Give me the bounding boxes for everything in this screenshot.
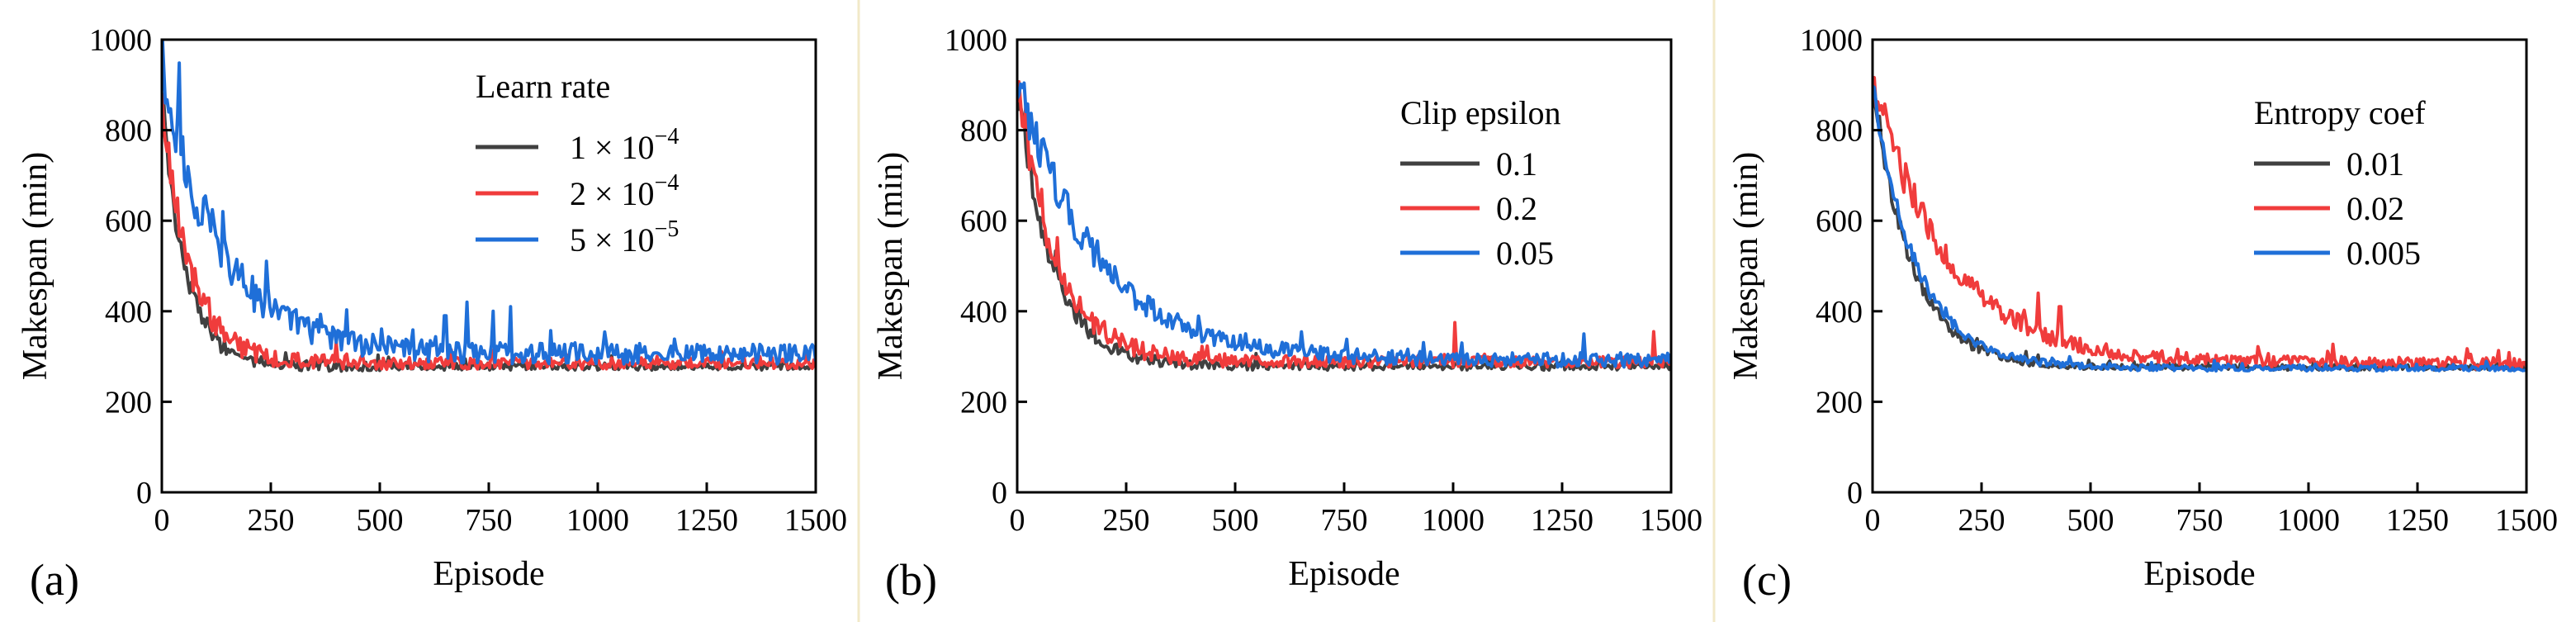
chart-panel-b: 0 250 500 750 1000 1250 1500 0 200 400 600 800 1000 E… [872,23,1702,605]
legend-entry-1: 0.1 [1496,145,1537,183]
y-tick-label: 200 [1816,385,1863,420]
x-tick-label: 750 [466,503,513,538]
x-tick-label: 250 [1958,503,2005,538]
legend-exponent: −4 [655,124,680,150]
x-axis-label: Episode [1288,555,1399,593]
x-tick-label: 500 [1212,503,1259,538]
x-tick-label: 1250 [1531,503,1593,538]
x-tick-label: 1250 [2386,503,2449,538]
legend: Learn rate 1 × 10−42 × 10−45 × 10−5 [476,68,679,259]
legend: Clip epsilon 0.1 0.2 0.05 [1400,94,1560,272]
y-tick-label: 200 [105,385,152,420]
x-tick-label: 0 [1010,503,1025,538]
series-line-2 [1873,76,2526,372]
panel-label: (b) [885,555,937,605]
x-tick-label: 750 [2176,503,2223,538]
x-tick-label: 1500 [1640,503,1702,538]
y-tick-label: 1000 [945,23,1007,58]
y-axis-label: Makespan (min) [872,152,910,380]
y-tick-label: 400 [1816,295,1863,330]
x-tick-label: 1500 [2495,503,2558,538]
legend-entry-1: 1 × 10−4 [570,124,679,166]
series-line-2 [162,93,816,372]
x-tick-label: 250 [248,503,295,538]
series-line-3 [1873,84,2526,373]
y-tick-label: 800 [105,114,152,149]
series-line-2 [1017,80,1671,369]
series-line-3 [1017,81,1671,369]
x-tick-label: 1000 [2277,503,2340,538]
x-axis-label: Episode [433,555,544,593]
x-tick-label: 250 [1103,503,1150,538]
panel-label: (c) [1742,555,1792,605]
chart-panel-a: 0 250 500 750 1000 1250 1500 0 200 400 600 800 1000 E… [17,23,847,605]
y-tick-label: 0 [136,476,152,510]
x-tick-label: 750 [1321,503,1368,538]
series-line-1 [1017,80,1671,373]
legend-entry-3: 0.005 [2346,235,2421,272]
y-tick-label: 600 [960,204,1007,239]
x-axis-label: Episode [2143,555,2255,593]
legend: Entropy coef 0.01 0.02 0.005 [2254,94,2426,272]
y-tick-label: 400 [960,295,1007,330]
panel-label: (a) [30,555,79,605]
y-axis-label: Makespan (min) [1727,152,1765,380]
x-tick-label: 0 [1865,503,1881,538]
plot-frame [160,38,817,494]
y-tick-label: 200 [960,385,1007,420]
legend-title: Learn rate [476,68,610,105]
plot-frame [1871,38,2528,494]
y-tick-label: 0 [1847,476,1863,510]
x-tick-label: 500 [357,503,404,538]
legend-entry-3: 0.05 [1496,235,1554,272]
legend-entry-2: 0.2 [1496,190,1537,227]
legend-entry-1: 0.01 [2346,145,2404,183]
series-line-1 [162,97,816,373]
legend-exponent: −4 [655,170,680,196]
legend-entry-3: 5 × 10−5 [570,216,679,259]
y-tick-label: 800 [1816,114,1863,149]
y-tick-label: 400 [105,295,152,330]
y-tick-label: 600 [105,204,152,239]
y-tick-label: 1000 [1800,23,1863,58]
y-tick-label: 800 [960,114,1007,149]
legend-entry-2: 0.02 [2346,190,2404,227]
x-tick-label: 1500 [784,503,847,538]
x-tick-label: 0 [154,503,170,538]
legend-exponent: −5 [655,216,680,242]
y-axis-label: Makespan (min) [17,152,54,380]
series-lines [1873,76,2526,373]
y-tick-label: 1000 [89,23,152,58]
x-tick-label: 500 [2067,503,2114,538]
x-tick-label: 1250 [675,503,738,538]
chart-panel-c: 0 250 500 750 1000 1250 1500 0 200 400 600 800 1000 E… [1727,23,2558,605]
y-tick-label: 600 [1816,204,1863,239]
series-lines [162,40,816,373]
x-tick-label: 1000 [566,503,629,538]
x-tick-label: 1000 [1422,503,1485,538]
series-lines [1017,80,1671,373]
series-line-3 [162,40,816,366]
legend-title: Entropy coef [2254,94,2426,131]
legend-title: Clip epsilon [1400,94,1560,131]
y-tick-label: 0 [992,476,1007,510]
legend-entry-2: 2 × 10−4 [570,170,679,212]
series-line-1 [1873,86,2526,373]
